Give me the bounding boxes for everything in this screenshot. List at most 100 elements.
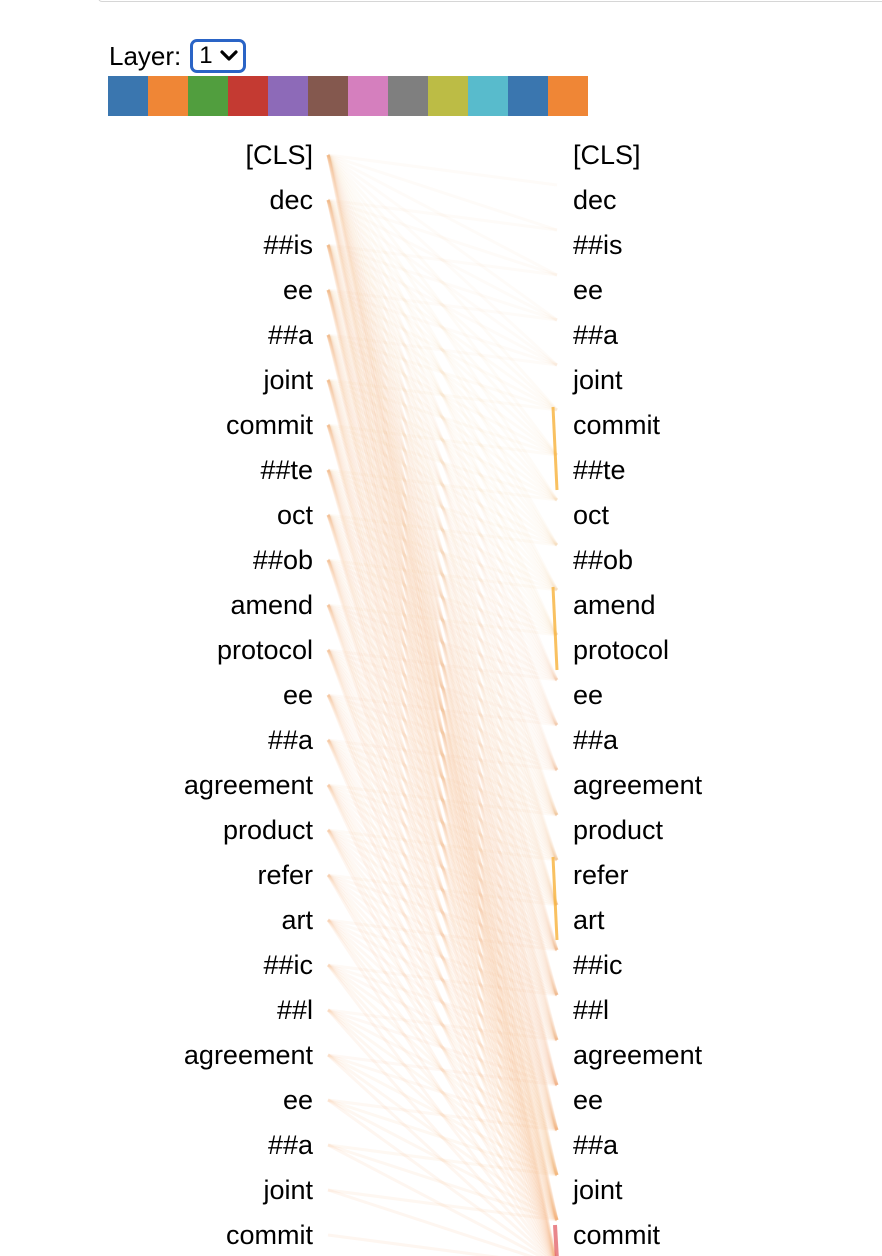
- head-swatch-5[interactable]: [308, 76, 348, 116]
- attention-line: [326, 694, 559, 996]
- right-token[interactable]: art: [573, 905, 605, 935]
- left-token[interactable]: ##ob: [252, 545, 313, 575]
- left-token[interactable]: ##a: [267, 320, 313, 350]
- left-token[interactable]: ee: [282, 275, 313, 305]
- left-token[interactable]: dec: [269, 185, 313, 215]
- attention-line: [326, 649, 559, 1086]
- attention-line: [327, 513, 558, 637]
- right-token[interactable]: protocol: [573, 635, 670, 665]
- head-swatch-10[interactable]: [508, 76, 548, 116]
- left-token[interactable]: oct: [276, 500, 313, 530]
- right-token[interactable]: joint: [573, 1175, 623, 1205]
- right-token[interactable]: joint: [573, 365, 623, 395]
- left-token[interactable]: ee: [282, 680, 313, 710]
- attention-line: [326, 424, 559, 816]
- attention-line: [326, 334, 559, 681]
- right-token[interactable]: ##te: [573, 455, 626, 485]
- left-token[interactable]: amend: [230, 590, 313, 620]
- right-token[interactable]: oct: [573, 500, 610, 530]
- left-token[interactable]: agreement: [183, 1040, 313, 1070]
- attention-line: [326, 289, 559, 1176]
- right-token[interactable]: ee: [573, 680, 604, 710]
- attention-line: [326, 649, 559, 1041]
- attention-line: [327, 783, 558, 862]
- right-token[interactable]: dec: [573, 185, 617, 215]
- attention-line: [327, 198, 558, 277]
- attention-line: [326, 559, 559, 996]
- right-token[interactable]: ##ic: [573, 950, 623, 980]
- attention-line: [326, 604, 559, 906]
- right-token[interactable]: commit: [573, 410, 660, 440]
- left-token[interactable]: ##a: [267, 725, 313, 755]
- right-token[interactable]: [CLS]: [573, 140, 641, 170]
- attention-line: [327, 1053, 558, 1222]
- attention-line: [326, 469, 559, 906]
- attention-line: [327, 783, 558, 817]
- attention-line: [326, 694, 559, 1041]
- attention-line: [326, 423, 559, 682]
- right-token[interactable]: refer: [573, 860, 629, 890]
- right-token[interactable]: agreement: [573, 1040, 703, 1070]
- right-token[interactable]: ee: [573, 275, 604, 305]
- attention-line: [326, 514, 559, 1086]
- right-token[interactable]: amend: [573, 590, 656, 620]
- head-swatch-9[interactable]: [468, 76, 508, 116]
- head-swatch-3[interactable]: [228, 76, 268, 116]
- right-token[interactable]: ee: [573, 1085, 604, 1115]
- head-swatch-1[interactable]: [148, 76, 188, 116]
- attention-line: [326, 874, 559, 1176]
- attention-line: [327, 558, 558, 682]
- attention-line: [326, 829, 554, 1256]
- attention-line: [327, 918, 558, 952]
- left-token[interactable]: [CLS]: [245, 140, 313, 170]
- layer-control: Layer: 1: [109, 38, 247, 74]
- attention-line: [326, 469, 559, 951]
- attention-line: [326, 289, 559, 771]
- left-token[interactable]: art: [281, 905, 313, 935]
- attention-line: [326, 244, 559, 906]
- chevron-down-icon: [220, 50, 238, 62]
- left-token[interactable]: commit: [226, 410, 313, 440]
- right-token[interactable]: ##a: [573, 320, 619, 350]
- head-swatch-6[interactable]: [348, 76, 388, 116]
- right-token[interactable]: ##ob: [573, 545, 634, 575]
- left-token[interactable]: ##l: [276, 995, 313, 1025]
- attention-line: [326, 469, 559, 1086]
- head-swatch-11[interactable]: [548, 76, 588, 116]
- layer-select[interactable]: 1: [190, 39, 247, 73]
- head-swatch-0[interactable]: [108, 76, 148, 116]
- attention-line: [326, 648, 559, 862]
- right-token[interactable]: ##a: [573, 725, 619, 755]
- left-token[interactable]: ##ic: [263, 950, 313, 980]
- left-token[interactable]: product: [222, 815, 313, 845]
- left-token[interactable]: ee: [282, 1085, 313, 1115]
- left-token[interactable]: ##a: [267, 1130, 313, 1160]
- right-token[interactable]: ##l: [573, 995, 610, 1025]
- attention-line: [326, 738, 559, 952]
- right-token[interactable]: ##is: [573, 230, 623, 260]
- left-token[interactable]: joint: [263, 365, 313, 395]
- left-token[interactable]: commit: [226, 1220, 313, 1250]
- attention-line: [326, 739, 559, 1221]
- left-token[interactable]: joint: [263, 1175, 313, 1205]
- right-token[interactable]: product: [573, 815, 664, 845]
- head-swatch-7[interactable]: [388, 76, 428, 116]
- left-token[interactable]: ##is: [263, 230, 313, 260]
- head-swatch-2[interactable]: [188, 76, 228, 116]
- right-token[interactable]: agreement: [573, 770, 703, 800]
- left-token[interactable]: refer: [257, 860, 313, 890]
- attention-line: [327, 1143, 558, 1222]
- attention-line: [326, 379, 559, 771]
- attention-line: [326, 469, 559, 1131]
- left-token[interactable]: protocol: [216, 635, 313, 665]
- right-token[interactable]: ##a: [573, 1130, 619, 1160]
- right-token[interactable]: commit: [573, 1220, 660, 1250]
- attention-line: [326, 379, 559, 951]
- head-swatch-8[interactable]: [428, 76, 468, 116]
- left-token[interactable]: agreement: [183, 770, 313, 800]
- attention-line: [326, 469, 559, 996]
- left-token[interactable]: ##te: [260, 455, 313, 485]
- attention-line: [326, 424, 559, 1041]
- head-swatch-4[interactable]: [268, 76, 308, 116]
- attention-line: [326, 289, 559, 906]
